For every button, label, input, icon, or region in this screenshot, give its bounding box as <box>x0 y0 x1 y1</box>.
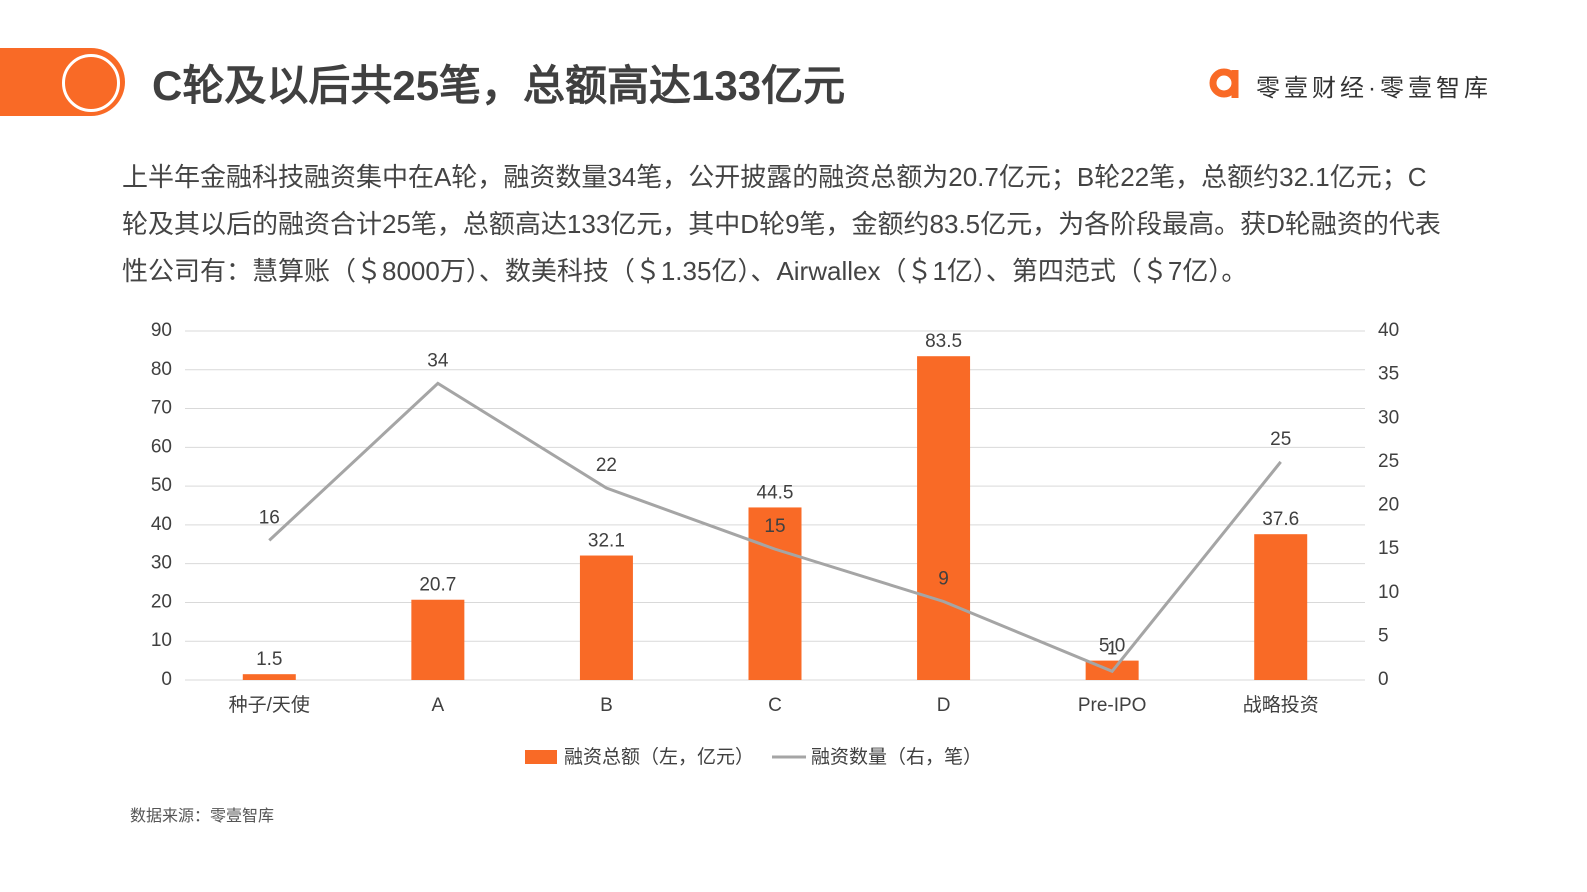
source-note: 数据来源：零壹智库 <box>130 808 275 825</box>
bar-value-label: 32.1 <box>588 531 625 552</box>
bar-value-label: 37.6 <box>1262 509 1299 530</box>
line-value-label: 16 <box>259 507 280 528</box>
y-tick-label: 90 <box>151 320 172 341</box>
x-tick-label: 种子/天使 <box>229 694 310 716</box>
title-accent <box>0 48 125 116</box>
bar-value-label: 1.5 <box>256 649 282 670</box>
y2-tick-label: 0 <box>1378 669 1389 690</box>
brand-name: 零壹财经·零壹智库 <box>1256 75 1492 102</box>
y2-tick-label: 20 <box>1378 495 1399 516</box>
bar <box>1254 534 1308 680</box>
y2-tick-label: 10 <box>1378 582 1399 603</box>
y-tick-label: 20 <box>151 591 172 612</box>
y-tick-label: 30 <box>151 553 172 574</box>
x-tick-label: 战略投资 <box>1243 694 1319 716</box>
y2-tick-label: 30 <box>1378 407 1399 428</box>
line-value-label: 15 <box>764 516 785 537</box>
line-value-label: 34 <box>427 350 449 371</box>
y2-tick-label: 15 <box>1378 538 1399 559</box>
y-tick-label: 40 <box>151 514 172 535</box>
y-tick-label: 0 <box>161 669 172 690</box>
y-tick-label: 80 <box>151 359 172 380</box>
x-tick-label: D <box>937 695 951 716</box>
bar-value-label: 5.0 <box>1099 636 1125 657</box>
y-tick-label: 60 <box>151 436 172 457</box>
bar <box>579 555 633 680</box>
y-tick-label: 50 <box>151 475 172 496</box>
bar <box>242 674 296 680</box>
line <box>268 381 1282 674</box>
legend-label: 融资总额（左，亿元） <box>564 746 754 768</box>
bar-value-label: 83.5 <box>925 331 962 352</box>
x-tick-label: A <box>432 695 445 716</box>
y2-tick-label: 35 <box>1378 364 1399 385</box>
bar <box>917 356 971 680</box>
y-tick-label: 10 <box>151 630 172 651</box>
bar <box>748 507 802 680</box>
y2-tick-label: 25 <box>1378 451 1399 472</box>
x-tick-label: B <box>600 695 613 716</box>
slide-title: C轮及以后共25笔，总额高达133亿元 <box>152 62 846 109</box>
legend-label: 融资数量（右，笔） <box>811 746 982 768</box>
x-tick-label: Pre-IPO <box>1078 695 1147 716</box>
line-value-label: 22 <box>596 455 617 476</box>
bar <box>411 599 465 680</box>
line-value-label: 25 <box>1270 429 1291 450</box>
y-tick-label: 70 <box>151 398 172 419</box>
x-tick-label: C <box>768 695 782 716</box>
bar-value-label: 20.7 <box>419 575 456 596</box>
line-value-label: 9 <box>938 568 949 589</box>
y2-tick-label: 40 <box>1378 320 1399 341</box>
legend-swatch <box>525 750 557 764</box>
brand-logo <box>1209 68 1239 98</box>
y2-tick-label: 5 <box>1378 625 1389 646</box>
line-value-label: 1 <box>1107 638 1118 659</box>
summary-paragraph: 上半年金融科技融资集中在A轮，融资数量34笔，公开披露的融资总额为20.7亿元；… <box>122 162 1441 286</box>
bar-value-label: 44.5 <box>757 482 794 503</box>
